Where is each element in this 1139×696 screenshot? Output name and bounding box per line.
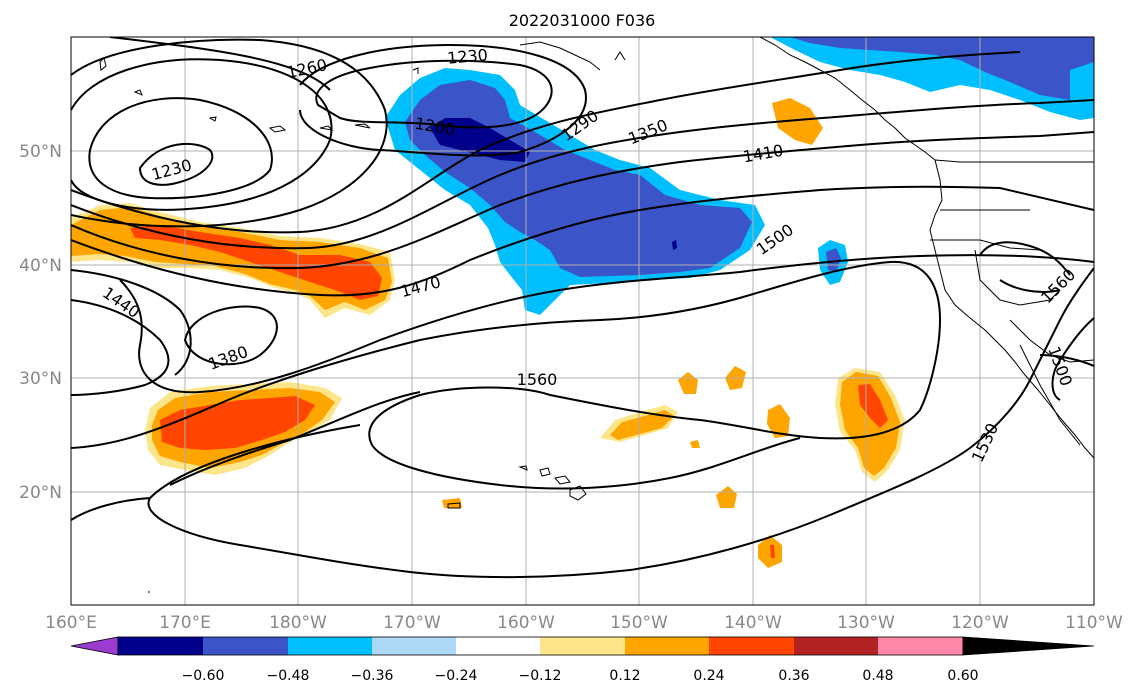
lon-label: 110°W <box>1065 613 1123 633</box>
contour-label: 1560 <box>517 370 558 389</box>
positive-anomaly-region-southwest <box>145 382 342 475</box>
map-frame <box>70 36 1095 606</box>
colorbar-segment <box>878 637 963 655</box>
lat-label-40n: 40°N <box>19 256 62 276</box>
colorbar-tick-label: 0.24 <box>693 668 724 684</box>
height-contours <box>71 37 1094 579</box>
colorbar-segment <box>794 637 878 655</box>
colorbar-segment <box>288 637 372 655</box>
colorbar-tick-label: 0.48 <box>862 668 893 684</box>
lon-label: 120°W <box>951 613 1009 633</box>
colorbar-tick-label: −0.24 <box>435 668 478 684</box>
colorbar-tick-label: 0.36 <box>778 668 809 684</box>
colorbar-tick-label: 0.12 <box>609 668 640 684</box>
colorbar-tick-label: −0.36 <box>351 668 394 684</box>
colorbar-segment <box>372 637 456 655</box>
lon-label: 170°E <box>159 613 211 633</box>
colorbar-segment <box>709 637 794 655</box>
lon-label: 130°W <box>837 613 895 633</box>
latitude-labels: 50°N 40°N 30°N 20°N <box>19 142 62 503</box>
lon-label: 140°W <box>724 613 782 633</box>
colorbar-tick-label: −0.48 <box>267 668 310 684</box>
colorbar-segment <box>203 637 288 655</box>
colorbar-tick-label: 0.60 <box>947 668 978 684</box>
colorbar-tick-label: −0.12 <box>519 668 562 684</box>
colorbar-tick-label: −0.60 <box>182 668 225 684</box>
lat-label-20n: 20°N <box>19 483 62 503</box>
colorbar-segment <box>540 637 625 655</box>
lon-label: 180°W <box>269 613 327 633</box>
colorbar-extend-high <box>962 636 1095 656</box>
colorbar-extend-low <box>70 636 119 656</box>
colorbar-outline <box>117 636 964 656</box>
colorbar-segment <box>625 637 709 655</box>
lon-label: 160°W <box>497 613 555 633</box>
lat-label-50n: 50°N <box>19 142 62 162</box>
colorbar-segment <box>118 637 203 655</box>
figure-title: 2022031000 F036 <box>509 11 656 30</box>
positive-anomaly-region-east <box>442 98 905 568</box>
colorbar-segment <box>456 637 540 655</box>
lon-label: 170°W <box>383 613 441 633</box>
contour-label: 1230 <box>446 45 488 67</box>
lon-label: 160°E <box>45 613 97 633</box>
longitude-labels: 160°E 170°E 180°W 170°W 160°W 150°W 140°… <box>45 613 1123 633</box>
lon-label: 150°W <box>610 613 668 633</box>
colorbar: −0.60 −0.48 −0.36 −0.24 −0.12 0.12 0.24 … <box>70 636 1095 684</box>
lat-label-30n: 30°N <box>19 369 62 389</box>
